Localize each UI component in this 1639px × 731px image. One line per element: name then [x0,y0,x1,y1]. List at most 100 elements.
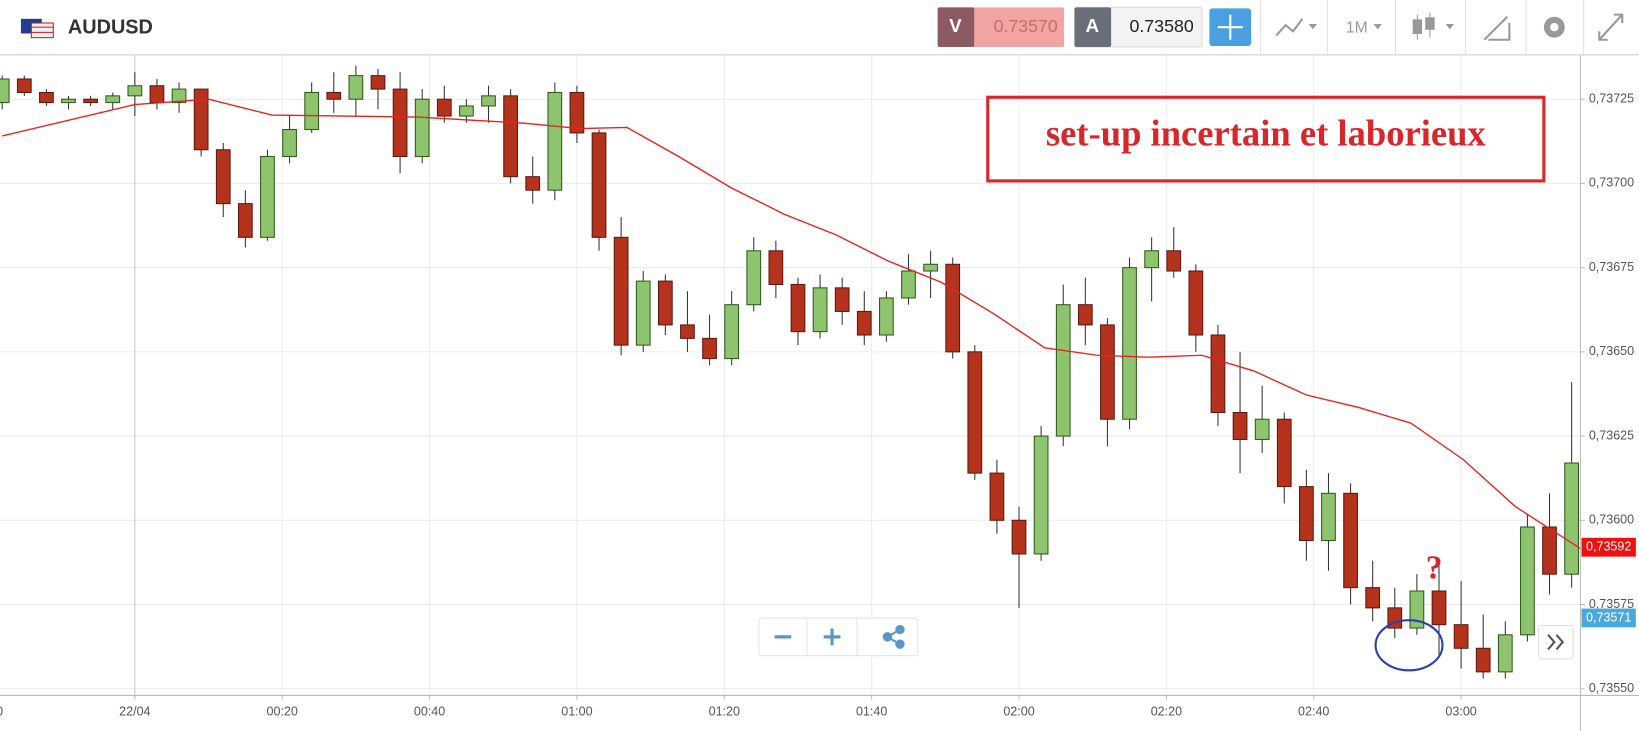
annotation-box [986,95,1546,183]
zoom-in-button[interactable] [823,628,841,646]
interval-button[interactable]: 1M [1346,19,1382,36]
candle-body [879,297,894,336]
y-tick-label: 0,73625 [1589,428,1634,442]
question-mark: ? [1426,550,1443,587]
price-tag-label: 0,73592 [1586,540,1631,554]
candle-body [724,304,740,360]
candle-body [1431,590,1447,626]
grid [0,55,1581,696]
y-tick-label: 0,73550 [1589,681,1634,695]
x-tick-label: 22/04 [119,704,150,718]
candle-body [790,283,806,333]
candle-body [370,75,386,90]
x-tick-label: 00:40 [414,704,445,718]
scroll-right-button[interactable] [1538,624,1574,660]
candle-body [702,337,717,360]
zoom-controls [758,617,919,657]
x-tick-label: 01:20 [709,704,740,718]
candle-body [1298,486,1314,542]
candle-body [326,91,342,100]
candle-body [414,98,430,158]
plot-area [0,65,1581,679]
candle-body [282,129,297,158]
candle-body [1033,435,1049,555]
draw-button[interactable] [1483,15,1511,41]
sell-label-bg [937,7,975,48]
candle-body [613,236,629,346]
candle-body [1188,270,1204,336]
y-tick-label: 0,73725 [1589,92,1634,106]
x-tick-label: 02:00 [1003,704,1034,718]
candle-body [1564,462,1579,575]
candle-body [61,98,76,104]
x-tick-label: 23:40 [0,704,3,718]
candle-body [834,287,850,312]
candle-body [812,287,828,333]
candle-body [967,351,983,474]
candle-body [1276,418,1292,488]
y-tick-label: 0,73600 [1589,513,1634,527]
candle-body [856,310,872,336]
candle-body [1453,624,1469,649]
candle-body [304,91,320,131]
candle-body [923,263,938,272]
sell-price: 0.73570 [994,16,1058,36]
candle-body [1100,324,1115,420]
buy-label: A [1086,15,1100,36]
candle-body [348,75,364,100]
candle-body [1542,526,1557,575]
candle-body [1166,250,1182,272]
candle-body [1520,526,1535,636]
x-tick-label: 01:00 [561,704,592,718]
sell-button[interactable]: V 0.73570 [937,7,1065,48]
settings-button[interactable] [1543,16,1565,38]
candle-body [215,149,231,205]
candle-body [193,88,209,151]
candle-body [459,105,474,117]
axes: 0,73550 0,73575 0,73600 0,73625 0,73650 0,736… [0,92,1636,718]
candle-body [149,85,165,104]
candle-body [237,203,253,238]
candle-body [260,155,275,238]
candle-body [989,472,1005,521]
buy-price: 0.73580 [1130,16,1194,36]
toolbar: AUDUSD V 0.73570 A 0.73580 1M [0,0,1639,56]
crosshair-button[interactable] [1209,8,1252,47]
candle-body [105,95,121,104]
candle-body [436,98,452,117]
candle-body [16,78,32,94]
candle-body [680,324,695,339]
candle-body [1343,492,1358,589]
candle-body [1011,519,1027,555]
candle-body [392,88,408,158]
candle-body [1497,634,1513,673]
candle-body [171,88,187,104]
candle-body [768,250,784,286]
interval: 1M [1346,19,1368,36]
candle-body [1077,304,1093,326]
candle-body [1144,250,1160,269]
sell-label: V [949,15,962,36]
y-tick-label: 0,73575 [1589,597,1634,611]
share-button[interactable] [882,624,905,649]
candle-body [1409,590,1425,629]
buy-button[interactable]: A 0.73580 [1074,6,1203,48]
toolbar-bg [0,0,1639,55]
y-tick-label: 0,73700 [1589,176,1634,190]
candle-body [591,132,607,238]
candle-body [569,91,585,134]
fullscreen-button[interactable] [1598,13,1624,41]
candle-body [1365,587,1381,609]
candle-body [746,250,762,306]
y-tick-label: 0,73650 [1589,344,1634,358]
candle-body [1254,418,1270,440]
candle-style-button[interactable] [1412,12,1454,40]
candle-body [1321,492,1336,542]
candle-body [503,95,518,178]
candle-body [945,263,961,353]
candle-body [901,270,916,299]
candle-body [525,176,541,191]
chart-type-button[interactable] [1275,18,1318,37]
x-tick-label: 02:40 [1298,704,1329,718]
